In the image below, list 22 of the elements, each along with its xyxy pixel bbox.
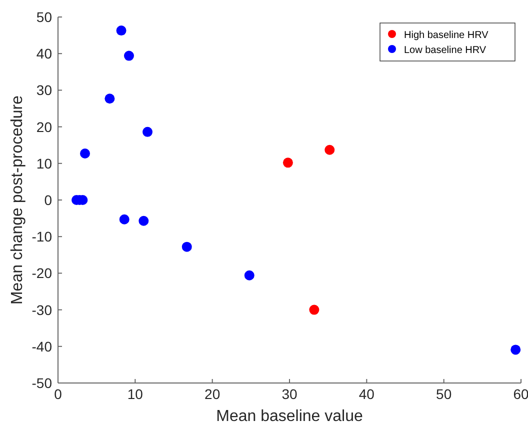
y-tick-label: 0: [44, 192, 52, 208]
x-tick-label: 0: [54, 386, 62, 402]
x-tick-label: 60: [513, 386, 528, 402]
legend-label: High baseline HRV: [404, 30, 489, 41]
y-tick-label: 30: [36, 82, 52, 98]
y-tick-label: -30: [32, 302, 52, 318]
y-tick-label: 40: [36, 46, 52, 62]
x-tick-label: 10: [127, 386, 144, 402]
y-tick-label: -10: [32, 228, 52, 245]
y-tick-label: -40: [32, 338, 52, 354]
y-tick-label: 10: [36, 155, 52, 172]
x-tick-label: 40: [358, 386, 375, 402]
legend-label: Low baseline HRV: [404, 45, 486, 56]
y-tick-label: -50: [32, 375, 52, 391]
y-axis-title: Mean change post-procedure: [9, 95, 26, 305]
y-tick-label: 50: [36, 9, 52, 25]
x-axis-title: Mean baseline value: [216, 408, 363, 425]
x-tick-label: 20: [204, 386, 220, 402]
y-tick-label: 20: [36, 118, 52, 135]
x-tick-label: 30: [282, 386, 298, 402]
y-tick-label: -20: [32, 265, 52, 282]
x-tick-label: 50: [436, 386, 452, 402]
